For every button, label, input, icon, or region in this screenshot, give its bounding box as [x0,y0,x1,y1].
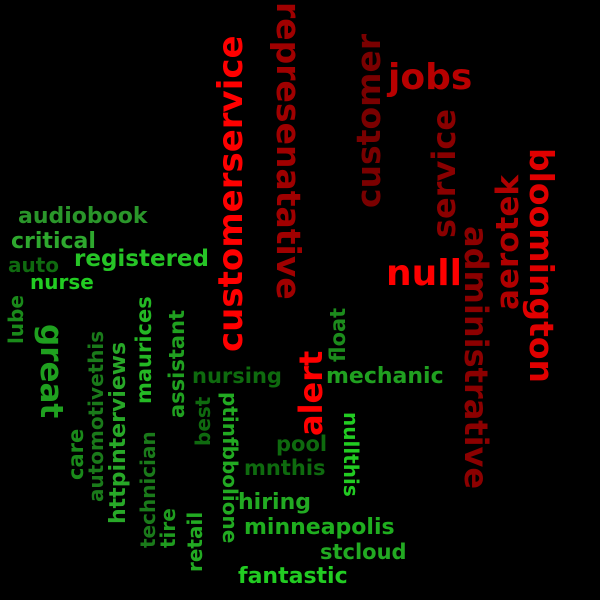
word-best: best [191,396,215,446]
word-bloomington: bloomington [522,148,561,384]
word-pool: pool [276,432,328,456]
word-assistant: assistant [165,309,189,418]
word-retail: retail [183,511,207,572]
word-registered: registered [74,246,209,272]
word-ptinfbbolione: ptinfbbolione [218,392,242,544]
word-auto: auto [8,253,60,277]
word-care: care [64,428,88,480]
word-float: float [326,307,350,362]
word-automotivethis: automotivethis [84,330,108,502]
word-tire: tire [156,508,180,548]
word-jobs: jobs [388,57,473,98]
word-nurse: nurse [30,270,94,294]
word-technician: technician [136,431,160,548]
word-customerservice: customerservice [211,35,251,352]
word-lube: lube [4,295,28,344]
word-hiring: hiring [238,490,312,515]
word-represenatative: represenatative [269,2,308,300]
word-administrative: administrative [457,226,495,490]
word-stcloud: stcloud [320,540,407,564]
word-great: great [33,324,69,419]
word-nursing: nursing [192,364,282,388]
word-critical: critical [11,229,96,254]
word-mechanic: mechanic [326,364,444,389]
word-mnthis: mnthis [244,456,326,480]
word-minneapolis: minneapolis [244,515,395,540]
word-fantastic: fantastic [238,564,348,589]
word-alert: alert [292,350,330,436]
word-null: null [386,253,462,294]
word-nullthis: nullthis [339,412,363,497]
word-aerotek: aerotek [490,175,526,310]
word-maurices: maurices [132,296,156,404]
word-customer: customer [349,33,388,208]
word-httpinterviews: httpinterviews [106,341,131,524]
word-service: service [425,108,463,238]
word-audiobook: audiobook [18,204,148,229]
